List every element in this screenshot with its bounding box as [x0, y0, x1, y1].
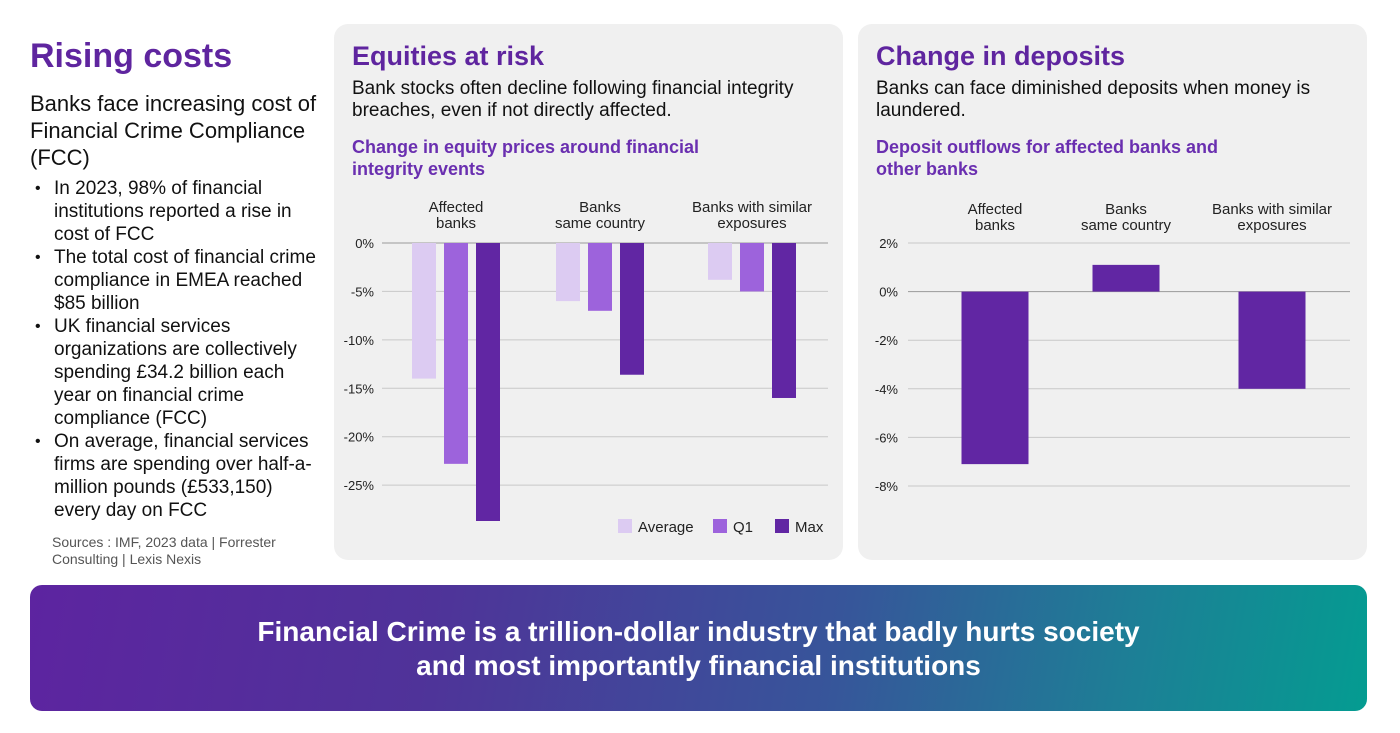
category-label: Banks with similar — [692, 199, 812, 216]
category-label: Banks — [1105, 201, 1147, 218]
y-tick-label: -2% — [875, 333, 899, 348]
bar-max — [476, 243, 500, 521]
legend-label-max: Max — [795, 519, 824, 536]
bar-q1 — [740, 243, 764, 292]
rising-costs-title: Rising costs — [30, 37, 233, 75]
category-label: Banks — [579, 199, 621, 216]
summary-banner: Financial Crime is a trillion-dollar ind… — [30, 585, 1367, 711]
deposits-description: Banks can face diminished deposits when … — [876, 78, 1311, 121]
deposits-chart-subtitle: Deposit outflows for affected banks and … — [876, 137, 1219, 179]
y-tick-label: -8% — [875, 479, 899, 494]
y-tick-label: -6% — [875, 430, 899, 445]
rising-costs-panel: Rising costs Banks face increasing cost … — [30, 36, 320, 568]
bar-deposits — [1238, 291, 1306, 389]
banner-line-1: Financial Crime is a trillion-dollar ind… — [257, 616, 1140, 647]
bar-q1 — [444, 243, 468, 464]
deposits-card: Change in deposits Banks can face dimini… — [858, 24, 1367, 560]
bar-deposits — [961, 291, 1029, 465]
category-label: exposures — [717, 215, 786, 232]
bar-max — [620, 243, 644, 375]
equities-chart-subtitle: Change in equity prices around financial… — [352, 137, 700, 179]
rising-costs-subtitle: Banks face increasing cost of Financial … — [30, 91, 317, 170]
y-tick-label: 2% — [879, 236, 898, 251]
legend-swatch-average — [618, 519, 632, 533]
bullet-item: UK financial services organizations are … — [30, 315, 320, 430]
legend-swatch-max — [775, 519, 789, 533]
category-label: banks — [975, 217, 1015, 234]
y-tick-label: -20% — [344, 430, 375, 445]
equities-title: Equities at risk — [352, 41, 545, 71]
deposits-title: Change in deposits — [876, 41, 1126, 71]
bullet-item: In 2023, 98% of financial institutions r… — [30, 177, 320, 246]
category-label: banks — [436, 215, 476, 232]
bar-average — [556, 243, 580, 302]
equities-card: Equities at risk Bank stocks often decli… — [334, 24, 843, 560]
category-label: Affected — [429, 199, 484, 216]
y-tick-label: -5% — [351, 284, 375, 299]
category-label: Banks with similar — [1212, 201, 1332, 218]
banner-line-2: and most importantly financial instituti… — [416, 650, 981, 681]
y-tick-label: 0% — [879, 285, 898, 300]
y-tick-label: -25% — [344, 478, 375, 493]
y-tick-label: -10% — [344, 333, 375, 348]
y-tick-label: 0% — [355, 236, 374, 251]
y-tick-label: -4% — [875, 382, 899, 397]
legend-label-q1: Q1 — [733, 519, 753, 536]
legend-label-average: Average — [638, 519, 694, 536]
equities-description: Bank stocks often decline following fina… — [352, 78, 794, 121]
legend-swatch-q1 — [713, 519, 727, 533]
rising-costs-bullets: In 2023, 98% of financial institutions r… — [30, 177, 320, 522]
category-label: same country — [1081, 217, 1172, 234]
category-label: Affected — [968, 201, 1023, 218]
bar-average — [708, 243, 732, 280]
bullet-item: On average, financial services firms are… — [30, 430, 320, 522]
bar-q1 — [588, 243, 612, 311]
banner-text: Financial Crime is a trillion-dollar ind… — [30, 615, 1367, 683]
category-label: exposures — [1237, 217, 1306, 234]
bar-average — [412, 243, 436, 379]
y-tick-label: -15% — [344, 381, 375, 396]
category-label: same country — [555, 215, 646, 232]
bar-max — [772, 243, 796, 398]
sources-note: Sources : IMF, 2023 data | Forrester Con… — [52, 534, 276, 567]
bar-deposits — [1092, 264, 1160, 292]
bullet-item: The total cost of financial crime compli… — [30, 246, 320, 315]
